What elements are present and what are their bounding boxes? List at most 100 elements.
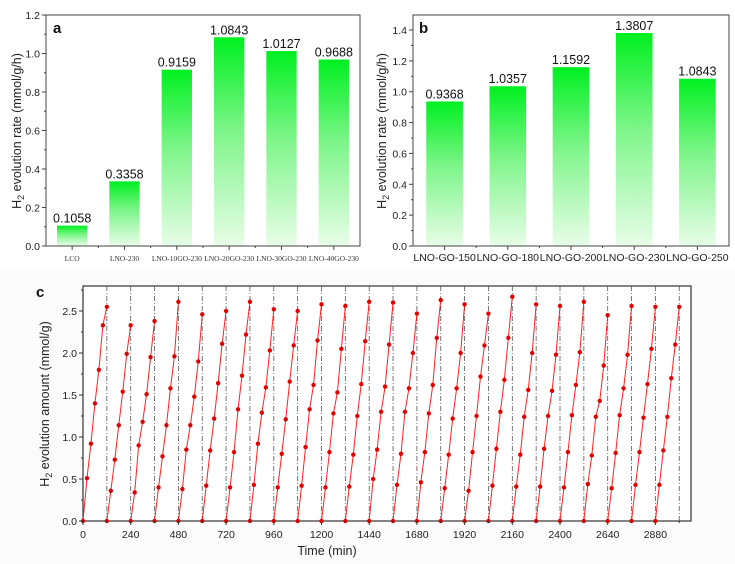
data-point <box>267 348 273 353</box>
x-tick-label: 0 <box>80 529 86 541</box>
data-point <box>367 299 372 304</box>
data-point <box>529 350 535 356</box>
data-point <box>613 450 618 456</box>
data-point <box>108 488 114 493</box>
data-point <box>462 302 467 307</box>
x-tick-label: 960 <box>265 529 283 541</box>
data-point <box>315 338 320 343</box>
y-tick-label: 1.0 <box>25 49 40 61</box>
data-point <box>279 451 284 456</box>
data-point <box>335 390 340 395</box>
panel-label-a: a <box>53 20 62 37</box>
data-point <box>565 449 571 455</box>
data-point <box>124 351 129 357</box>
data-label: 0.9159 <box>158 56 196 70</box>
y-tick-label: 1.2 <box>392 56 407 68</box>
data-point <box>506 335 511 341</box>
data-point <box>482 343 487 348</box>
data-point <box>283 417 288 422</box>
data-point <box>438 297 443 303</box>
data-point <box>255 441 261 446</box>
data-point <box>243 332 249 337</box>
data-point <box>176 299 181 304</box>
data-point <box>390 300 396 305</box>
data-point <box>430 382 435 388</box>
data-point <box>132 490 137 495</box>
plot-frame-b <box>412 14 730 247</box>
x-tick-label: LNO-20GO-230 <box>204 254 254 263</box>
bar <box>318 59 350 247</box>
x-tick-label: LNO-10GO-230 <box>152 254 202 263</box>
data-point <box>152 318 157 324</box>
data-point <box>561 485 567 490</box>
data-point <box>665 414 670 420</box>
y-tick-label: 1.5 <box>62 390 77 402</box>
data-point <box>188 423 193 428</box>
data-point <box>355 413 360 419</box>
data-point <box>649 346 654 351</box>
panel-b: b 0.00.20.40.60.81.01.21.4 LNO-GO-150 LNO… <box>375 14 730 264</box>
data-point <box>156 485 161 490</box>
data-point <box>291 343 296 348</box>
data-label: 0.1058 <box>53 212 91 226</box>
data-point <box>677 304 682 309</box>
y-tick-label: 2.5 <box>62 306 77 318</box>
data-point <box>486 311 491 316</box>
data-point <box>275 485 280 490</box>
data-point <box>601 363 606 368</box>
data-point <box>446 452 451 457</box>
y-tick-label: 0.8 <box>25 87 40 99</box>
data-point <box>669 376 674 381</box>
data-point <box>327 449 332 455</box>
y-tick-label: 0.0 <box>25 241 40 253</box>
data-point <box>573 382 579 388</box>
data-point <box>311 382 316 388</box>
data-label: 1.0357 <box>489 72 527 86</box>
x-tick-label: LNO-30GO-230 <box>257 254 307 263</box>
data-point <box>533 302 539 307</box>
x-tick-label: LNO-230 <box>110 254 139 263</box>
data-point <box>307 407 312 412</box>
y-tick-label: 0.0 <box>392 241 407 253</box>
x-tick-label: LNO-GO-200 <box>540 252 603 264</box>
data-point <box>88 441 94 446</box>
y-axis-title-b: H2 evolution rate (mmol/g/h) <box>375 53 391 209</box>
data-point <box>605 313 610 318</box>
plot-frame-a <box>45 14 361 247</box>
data-point <box>347 484 352 489</box>
data-point <box>319 302 324 307</box>
data-point <box>116 423 121 428</box>
data-point <box>637 449 642 455</box>
y-tick-label: 0.2 <box>392 210 407 222</box>
data-point <box>295 308 300 314</box>
bar <box>489 86 527 246</box>
data-point <box>514 484 519 489</box>
y-axis-title-a: H2 evolution rate (mmol/g/h) <box>10 53 26 209</box>
y-tick-label: 0.6 <box>25 126 40 138</box>
data-point <box>510 294 515 299</box>
y-tick-label: 1.0 <box>62 432 77 444</box>
data-point <box>394 482 400 488</box>
x-tick-label: LCO <box>65 254 81 263</box>
data-point <box>490 483 495 488</box>
data-point <box>112 457 118 462</box>
bar <box>266 51 297 246</box>
data-label: 0.9688 <box>315 46 353 60</box>
data-point <box>247 299 253 304</box>
data-point <box>629 303 634 309</box>
data-point <box>406 386 412 391</box>
bar <box>552 67 590 247</box>
data-point <box>235 407 241 412</box>
data-point <box>549 388 555 393</box>
data-point <box>128 323 133 328</box>
panel-label-b: b <box>419 20 428 37</box>
data-point <box>351 452 356 457</box>
bar <box>615 33 653 246</box>
data-point <box>84 475 90 481</box>
data-point <box>593 414 598 420</box>
data-point <box>645 381 650 387</box>
data-point <box>426 411 432 416</box>
data-label: 1.1592 <box>552 53 590 67</box>
data-point <box>442 486 447 491</box>
